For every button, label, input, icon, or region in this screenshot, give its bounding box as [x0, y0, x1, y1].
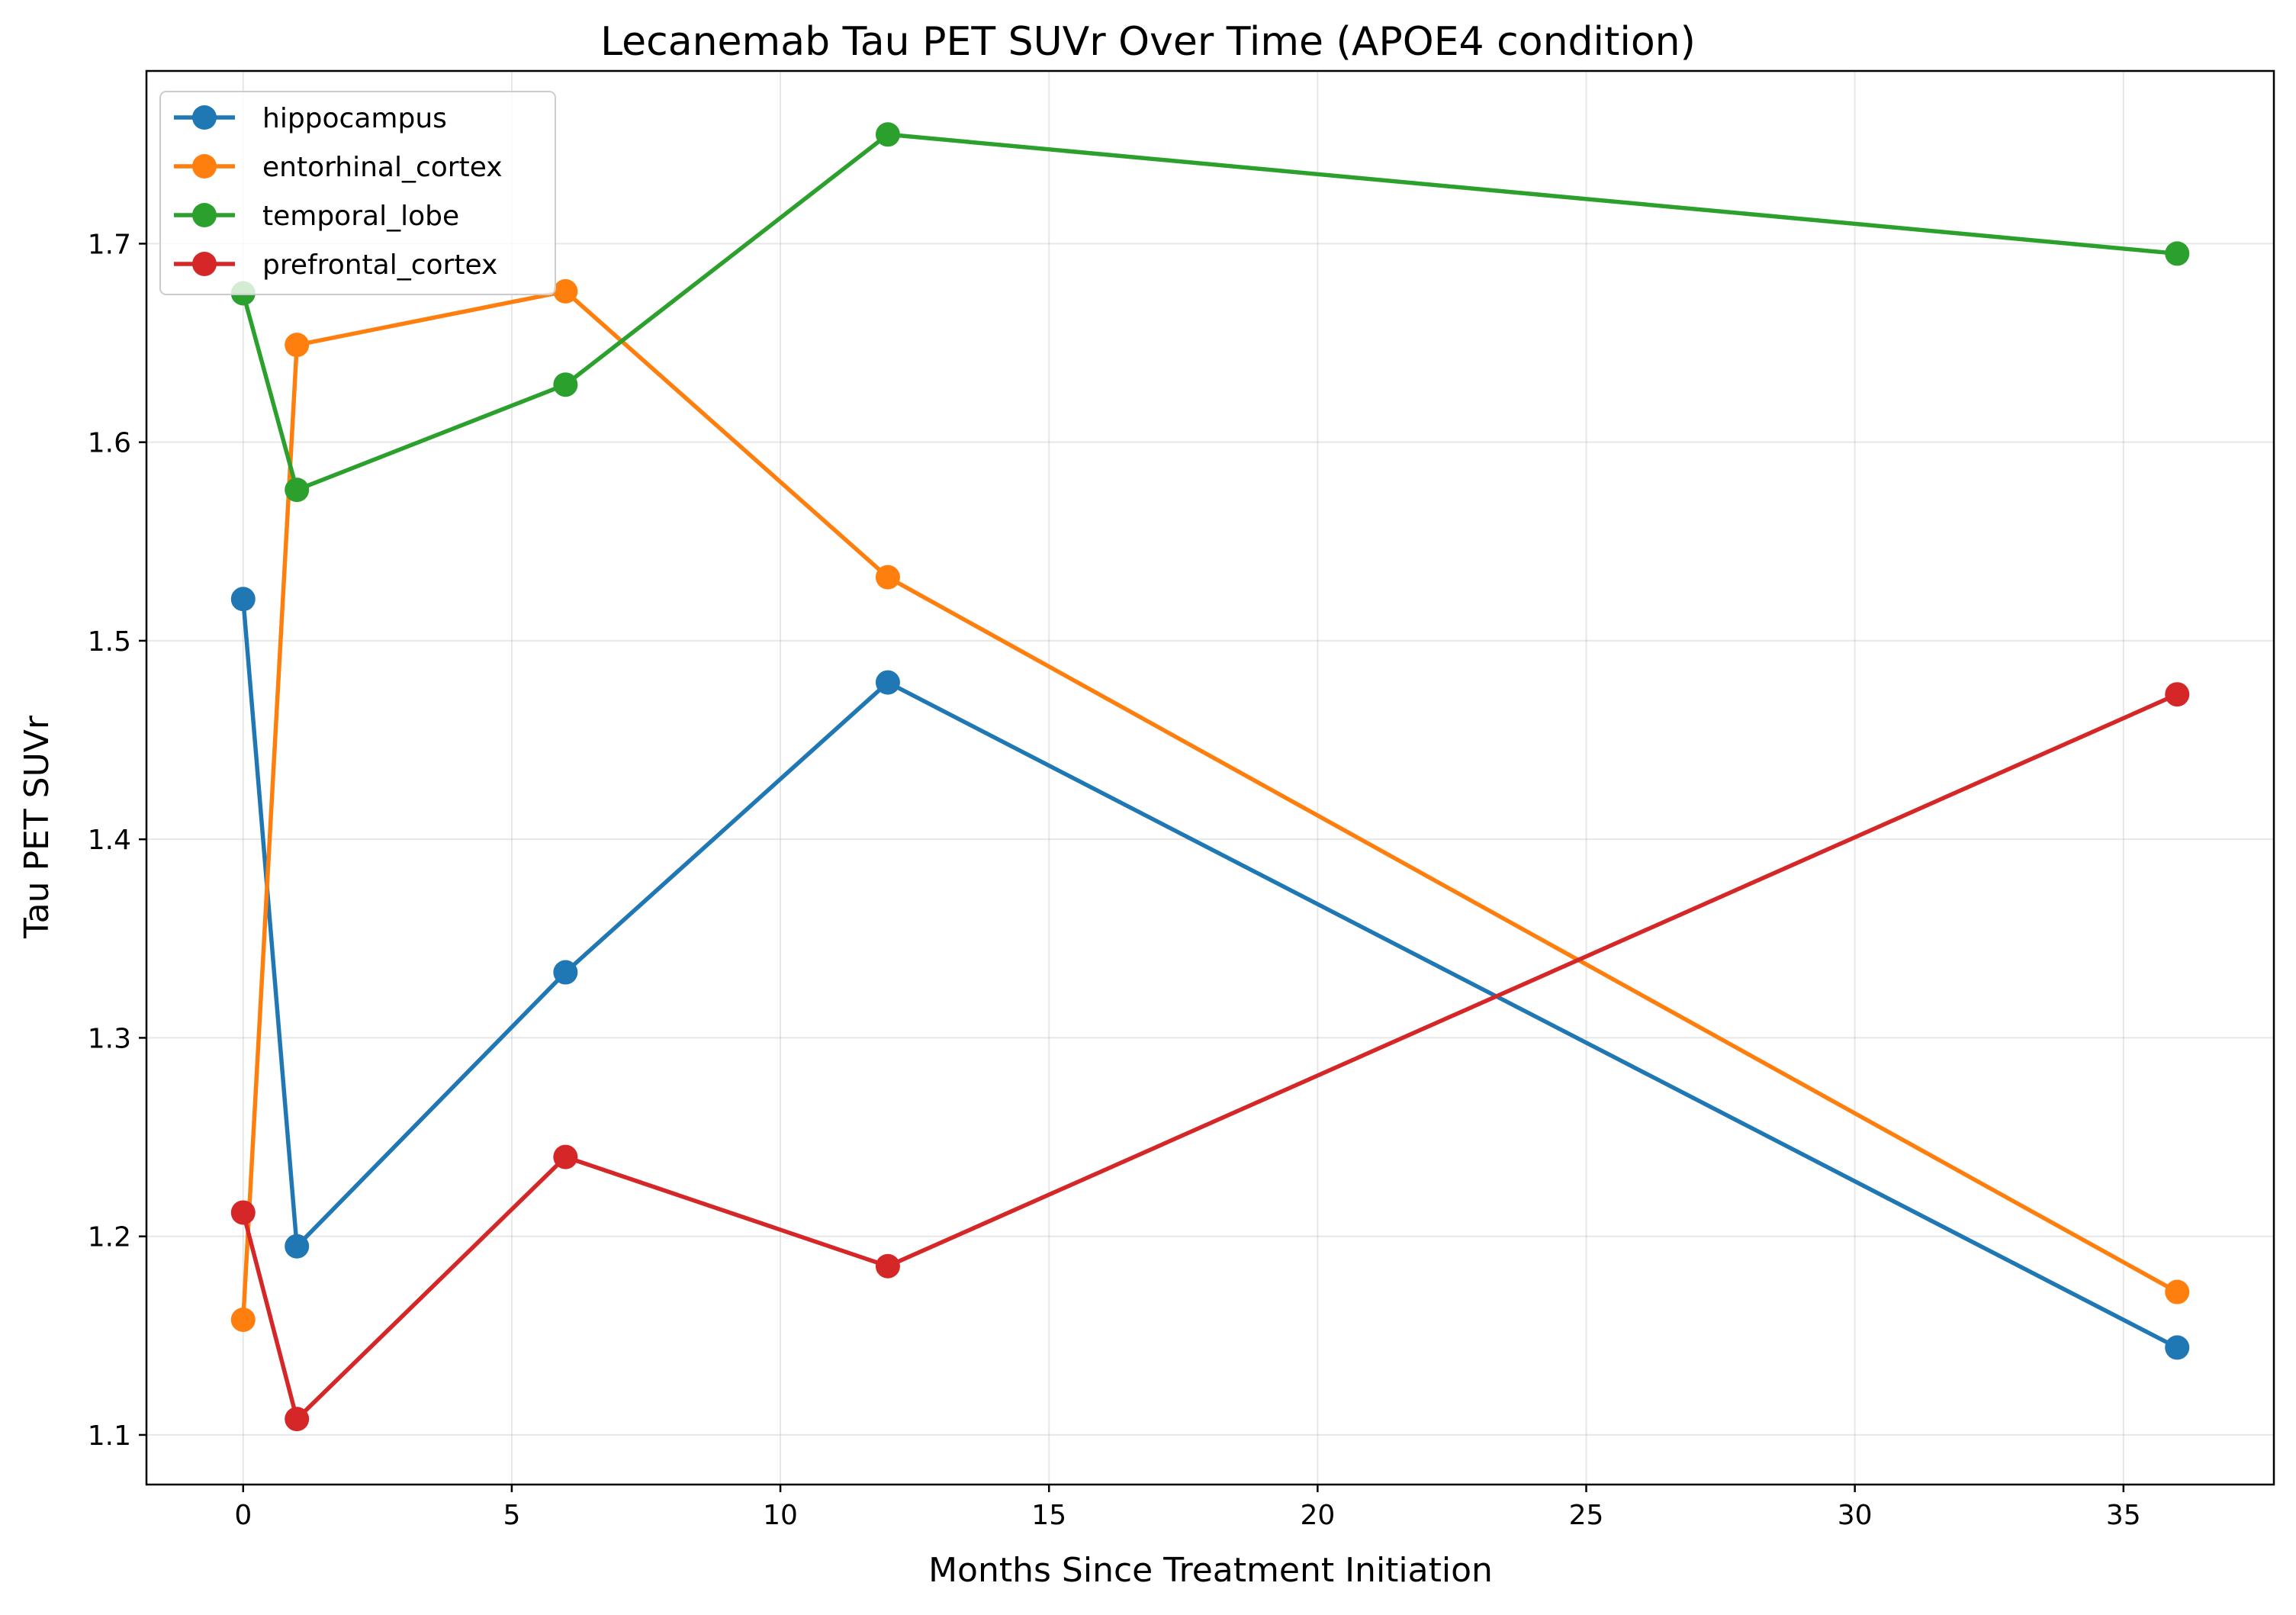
series-hippocampus — [230, 587, 2190, 1360]
data-point — [553, 960, 578, 985]
legend-box — [159, 91, 556, 295]
legend-item: prefrontal_cortex — [174, 249, 497, 281]
data-point — [875, 670, 900, 695]
y-axis-label: Tau PET SUVr — [18, 715, 56, 939]
data-point — [875, 565, 900, 590]
y-tick-label: 1.4 — [88, 825, 131, 856]
legend-label: temporal_lobe — [262, 201, 459, 232]
plot-frame — [145, 69, 2275, 1486]
data-point — [553, 278, 578, 304]
y-tick-label: 1.1 — [88, 1420, 131, 1452]
x-tick-label: 35 — [2106, 1500, 2141, 1531]
data-point — [2165, 241, 2190, 266]
y-tick-label: 1.5 — [88, 626, 131, 658]
data-point — [230, 587, 256, 612]
x-tick-label: 5 — [503, 1500, 520, 1531]
x-tick-label: 25 — [1569, 1500, 1604, 1531]
legend-label: entorhinal_cortex — [262, 152, 503, 183]
data-point — [553, 1144, 578, 1169]
data-point — [285, 1407, 310, 1432]
y-tick-label: 1.6 — [88, 428, 131, 459]
axes: 0 5 10 15 20 25 30 35 1.1 1.2 1.3 1.4 1.5 1.6 1.7 — [88, 69, 2275, 1531]
legend: hippocampus entorhinal_cortex temporal_lob… — [159, 91, 556, 295]
legend-item: entorhinal_cortex — [174, 152, 503, 183]
legend-item: hippocampus — [174, 103, 447, 134]
data-point — [2165, 682, 2190, 707]
data-point — [230, 1307, 256, 1332]
data-point — [285, 333, 310, 358]
legend-swatch-marker — [192, 203, 217, 227]
data-point — [285, 478, 310, 503]
legend-swatch-marker — [192, 154, 217, 179]
data-point — [875, 1253, 900, 1279]
x-tick-label: 15 — [1031, 1500, 1066, 1531]
series-prefrontal-cortex — [230, 682, 2190, 1432]
x-tick-label: 20 — [1300, 1500, 1335, 1531]
y-tick-label: 1.7 — [88, 229, 131, 260]
data-point — [875, 122, 900, 147]
data-point — [2165, 1279, 2190, 1305]
data-point — [2165, 1335, 2190, 1360]
legend-label: hippocampus — [262, 103, 447, 134]
y-tick-label: 1.2 — [88, 1222, 131, 1253]
y-tick-label: 1.3 — [88, 1023, 131, 1054]
data-point — [285, 1234, 310, 1259]
x-axis-label: Months Since Treatment Initiation — [928, 1551, 1493, 1590]
chart-title: Lecanemab Tau PET SUVr Over Time (APOE4 … — [600, 19, 1696, 65]
data-point — [230, 1200, 256, 1225]
data-point — [553, 372, 578, 397]
legend-swatch-marker — [192, 105, 217, 130]
grid-lines — [146, 71, 2274, 1485]
series-lines — [230, 122, 2190, 1432]
legend-swatch-marker — [192, 252, 217, 276]
legend-item: temporal_lobe — [174, 201, 459, 232]
legend-label: prefrontal_cortex — [262, 249, 497, 281]
x-tick-label: 0 — [234, 1500, 252, 1531]
series-temporal-lobe — [230, 122, 2190, 503]
x-tick-label: 10 — [763, 1500, 798, 1531]
x-tick-label: 30 — [1838, 1500, 1873, 1531]
series-entorhinal-cortex — [230, 278, 2190, 1332]
